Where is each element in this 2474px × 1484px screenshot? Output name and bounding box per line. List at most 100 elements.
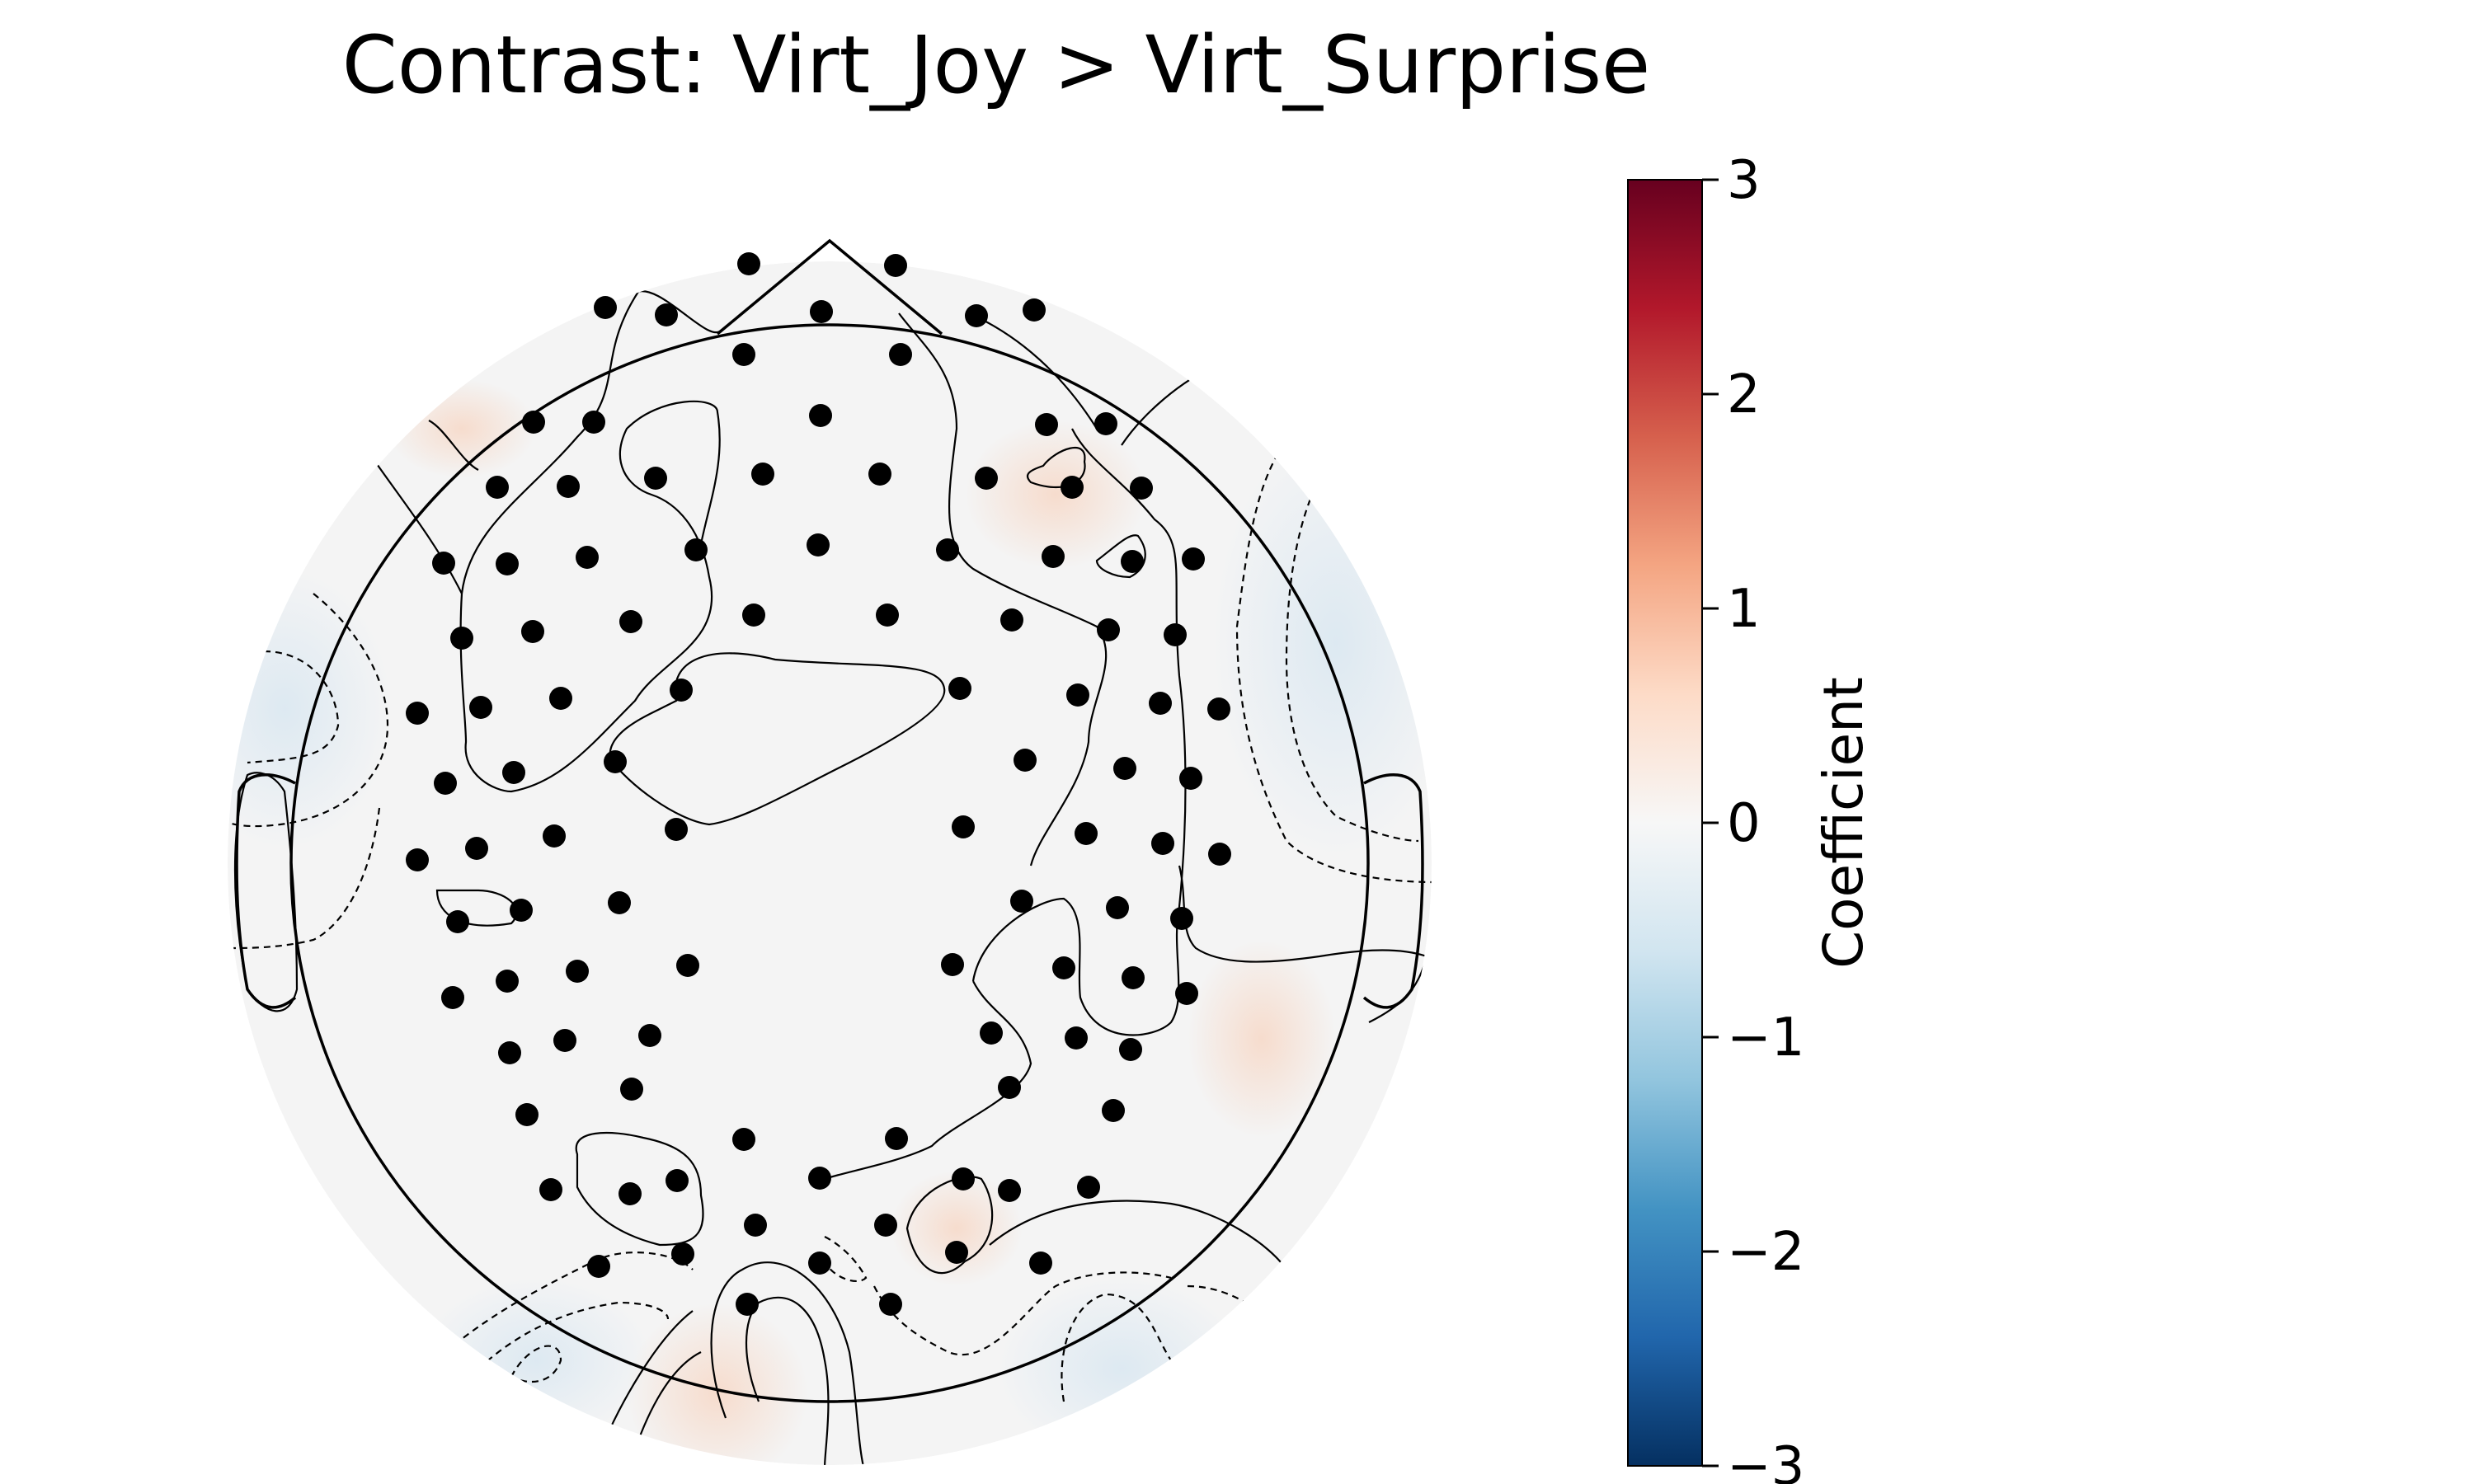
electrode-marker [1119,1038,1142,1061]
colorbar-tick-label: −3 [1727,1436,1804,1484]
electrode-marker [676,954,699,977]
electrode-marker [807,533,830,556]
electrode-marker [620,1078,643,1101]
electrode-marker [587,1255,610,1278]
electrode-marker [638,1024,661,1047]
contour-line [469,1301,670,1378]
electrode-marker [432,552,455,575]
electrode-marker [1000,608,1023,632]
electrode-marker [736,1293,759,1316]
electrode-marker [1121,550,1144,573]
electrode-marker [945,1241,968,1264]
contour-lines [228,284,1432,1465]
topomap-field [228,261,1432,1465]
electrode-marker [604,750,627,773]
electrode-marker [1207,697,1230,721]
electrode-marker [1035,413,1058,436]
electrode-marker [1066,683,1089,707]
contour-line [905,1176,994,1275]
contour-line [971,428,1187,1036]
electrode-marker [582,411,605,434]
electrode-marker [1175,982,1198,1005]
electrode-marker [619,610,642,633]
electrode-marker [1151,832,1174,855]
electrode-marker [879,1293,902,1316]
electrode-marker [1149,692,1172,715]
electrode-marker [732,343,755,366]
electrode-marker [1014,749,1037,772]
contour-line [510,1345,562,1383]
electrode-marker [975,467,998,490]
contour-line [428,420,479,471]
electrode-marker [1106,896,1129,919]
electrode-marker [884,254,907,277]
electrode-marker [1170,907,1193,930]
electrode-marker [666,1169,689,1192]
contour-line [898,312,1108,866]
electrode-marker [965,304,988,327]
electrode-marker [557,475,580,498]
electrode-marker [684,538,708,561]
electrode-marker [539,1178,562,1201]
electrode-marker [618,1182,642,1205]
electrode-marker [594,296,617,319]
electrode-marker [1065,1026,1088,1050]
electrode-marker [566,960,589,983]
electrode-marker [941,953,964,976]
electrode-marker [1075,822,1098,845]
head-circle [289,323,1370,1403]
electrode-marker [1208,843,1231,866]
electrode-marker [1023,298,1046,322]
electrode-marker [434,772,457,795]
electrode-marker [543,824,566,848]
colorbar-gradient [1627,179,1703,1467]
colorbar-tick-label: −2 [1727,1222,1804,1283]
electrode-marker [496,970,519,993]
electrode-marker [732,1128,755,1151]
electrode-marker [469,696,492,719]
electrode-marker [441,986,464,1009]
electrode-marker [876,603,899,627]
electrode-marker [980,1021,1003,1045]
left-ear [235,773,297,1009]
electrode-marker [998,1179,1021,1202]
electrode-marker [889,343,912,366]
electrode-marker [885,1127,908,1150]
contour-line [824,980,1032,1181]
electrode-marker [744,1214,767,1237]
electrode-marker [510,899,533,922]
electrode-marker [868,463,891,486]
colorbar-tick-label: 3 [1727,150,1761,211]
contour-line [575,1131,704,1247]
electrode-marker [809,404,832,427]
electrode-marker [1077,1176,1100,1199]
colorbar-tick-label: 2 [1727,364,1761,425]
electrode-marker [952,1167,975,1190]
contour-line [1285,477,1419,843]
right-ear [1362,773,1424,1009]
contour-line [989,1200,1287,1270]
colorbar-tick-label: 0 [1727,793,1761,854]
electrode-marker [1052,956,1075,979]
colorbar-tick-label: −1 [1727,1007,1804,1068]
contour-line [1235,453,1432,884]
electrode-marker [1102,1099,1125,1122]
electrode-marker [1097,618,1120,641]
contour-line [634,290,722,334]
electrode-marker [608,891,631,914]
electrode-marker [810,300,833,323]
electrode-marker [1164,623,1187,646]
electrode-marker [751,463,774,486]
electrode-marker [486,476,509,499]
electrode-marker [665,818,688,841]
topomap [228,238,1432,1465]
electrode-marker [496,552,519,575]
electrode-marker [1130,477,1153,500]
nose-shape [716,238,943,336]
electrode-marker [549,687,572,710]
electrode-marker [1029,1252,1052,1275]
electrode-marker [998,1076,1021,1099]
colorbar-ticks: 3 2 1 0 −1 −2 −3 [1702,150,1804,1484]
electrode-marker [1122,966,1145,989]
